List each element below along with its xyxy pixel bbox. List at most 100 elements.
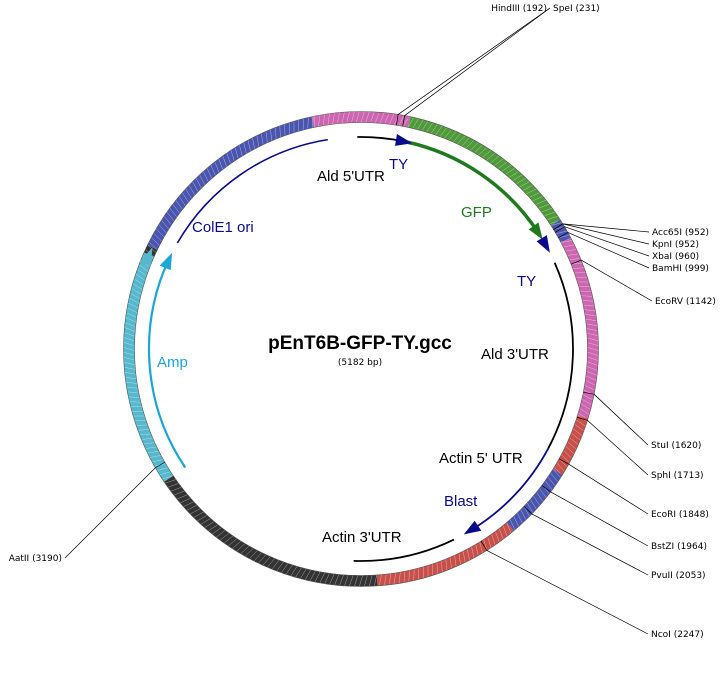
ring-hatch [190, 508, 201, 515]
ring-hatch [212, 527, 222, 535]
ring-hatch [388, 573, 392, 585]
ring-hatch [252, 137, 255, 150]
ring-hatch [188, 185, 196, 196]
ring-hatch [370, 111, 375, 123]
ring-hatch [478, 147, 488, 156]
ring-hatch [295, 567, 302, 578]
ring-hatch [520, 509, 527, 520]
ring-hatch [577, 415, 588, 422]
ring-hatch [132, 283, 143, 290]
ring-hatch [546, 215, 558, 220]
ring-hatch [180, 497, 191, 504]
ring-hatch [349, 575, 354, 587]
ring-hatch [587, 347, 599, 351]
ring-hatch [215, 530, 226, 538]
ring-hatch [407, 117, 414, 128]
ring-hatch [131, 288, 142, 295]
ring-hatch [123, 337, 135, 342]
ring-hatch [175, 200, 183, 210]
ring-hatch [550, 222, 563, 226]
ring-hatch [193, 511, 204, 518]
amp-ring-arrowhead [139, 247, 153, 267]
site-tick [541, 485, 551, 493]
ring-hatch [318, 115, 321, 127]
ring-hatch [378, 574, 382, 586]
ring-hatch [586, 370, 598, 376]
site-label: Acc65I (952) [652, 228, 709, 238]
site-label: BstZI (1964) [651, 542, 707, 552]
ring-hatch [261, 133, 264, 145]
ring-hatch [322, 114, 325, 126]
ring-hatch [538, 203, 550, 209]
ring-hatch [176, 494, 188, 500]
site-line [531, 513, 649, 576]
ring-hatch [258, 554, 267, 564]
arc-actin3utr [353, 538, 455, 562]
site-label: SphI (1713) [651, 471, 704, 481]
ring-hatch [487, 536, 492, 548]
site-line [64, 467, 156, 559]
ring-segment-mcs-navy [550, 219, 571, 243]
ring-hatch [319, 572, 326, 584]
ring-hatch [128, 396, 140, 398]
ring-hatch [329, 573, 335, 585]
ring-hatch [178, 196, 186, 206]
ring-hatch [439, 127, 448, 137]
ring-hatch [137, 269, 147, 277]
ring-hatch [479, 541, 483, 554]
ring-hatch [458, 553, 461, 565]
ring-hatch [309, 570, 316, 582]
ring-hatch [364, 575, 368, 587]
site-tick [523, 506, 533, 515]
ring-hatch [274, 127, 277, 140]
ring-hatch [569, 258, 581, 261]
ring-hatch [137, 429, 150, 431]
ring-hatch [312, 116, 314, 128]
ring-hatch [579, 408, 590, 415]
site-label: StuI (1620) [651, 441, 701, 451]
ring-hatch [584, 384, 596, 391]
ring-hatch [483, 539, 488, 551]
ring-hatch [475, 544, 479, 556]
feature-label-ty-upstream: TY [389, 156, 408, 173]
site-label: EcoRI (1848) [651, 510, 709, 520]
ring-hatch [226, 152, 231, 164]
site-line [581, 259, 653, 302]
ring-hatch [585, 380, 596, 386]
ring-hatch [413, 569, 415, 581]
ring-hatch [383, 574, 387, 586]
ring-hatch [126, 307, 138, 314]
ring-hatch [243, 142, 247, 154]
ring-hatch [218, 158, 224, 170]
ring-hatch [304, 569, 312, 580]
ring-hatch [389, 113, 395, 125]
ring-hatch [148, 241, 158, 250]
ring-hatch [585, 318, 597, 322]
ring-hatch [186, 504, 198, 511]
ring-hatch [580, 403, 591, 410]
ring-hatch [123, 362, 136, 366]
ring-hatch [379, 112, 385, 124]
ring-hatch [474, 144, 483, 154]
ring-hatch [332, 112, 335, 125]
ring-hatch [530, 499, 537, 510]
site-line [564, 226, 650, 257]
ring-hatch [156, 467, 169, 471]
ring-hatch [572, 267, 585, 269]
ring-hatch [262, 556, 271, 566]
ring-segment-navy-lower [506, 468, 563, 531]
ring-hatch [341, 112, 345, 124]
ring-hatch [586, 332, 599, 336]
site-label: BamHI (999) [652, 264, 709, 274]
ring-hatch [587, 337, 599, 341]
ring-hatch [567, 441, 577, 450]
ring-hatch [495, 531, 500, 543]
ring-hatch [441, 560, 443, 573]
feature-label-amp: Amp [157, 354, 188, 371]
ring-hatch [149, 455, 162, 458]
ring-hatch [145, 446, 157, 449]
ring-hatch [159, 471, 171, 476]
ring-hatch [398, 572, 401, 584]
feature-arcs [139, 133, 574, 562]
